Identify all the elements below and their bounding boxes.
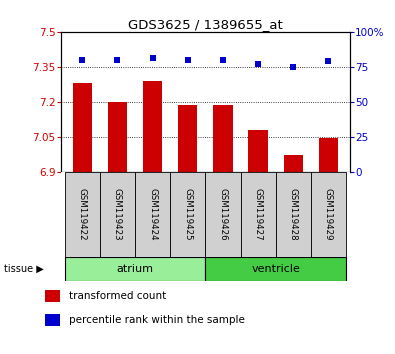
- Bar: [205, 257, 346, 281]
- Bar: [178, 105, 198, 172]
- Point: [290, 64, 297, 70]
- Bar: [311, 172, 346, 257]
- Text: percentile rank within the sample: percentile rank within the sample: [69, 315, 245, 325]
- Point: [220, 57, 226, 63]
- Bar: [45, 290, 60, 302]
- Text: GSM119422: GSM119422: [78, 188, 87, 240]
- Text: GSM119429: GSM119429: [324, 188, 333, 240]
- Bar: [284, 155, 303, 172]
- Bar: [276, 172, 311, 257]
- Bar: [248, 130, 268, 172]
- Bar: [65, 257, 205, 281]
- Text: tissue ▶: tissue ▶: [4, 264, 44, 274]
- Bar: [100, 172, 135, 257]
- Bar: [241, 172, 276, 257]
- Title: GDS3625 / 1389655_at: GDS3625 / 1389655_at: [128, 18, 283, 31]
- Text: GSM119427: GSM119427: [254, 188, 263, 240]
- Point: [149, 56, 156, 61]
- Bar: [170, 172, 205, 257]
- Bar: [213, 105, 233, 172]
- Text: transformed count: transformed count: [69, 291, 166, 301]
- Bar: [143, 81, 162, 172]
- Bar: [135, 172, 170, 257]
- Bar: [319, 138, 338, 172]
- Point: [79, 57, 85, 63]
- Point: [114, 57, 120, 63]
- Bar: [108, 102, 127, 172]
- Bar: [73, 83, 92, 172]
- Text: GSM119426: GSM119426: [218, 188, 228, 240]
- Bar: [45, 314, 60, 326]
- Bar: [205, 172, 241, 257]
- Point: [325, 58, 332, 64]
- Text: atrium: atrium: [117, 264, 154, 274]
- Text: GSM119424: GSM119424: [148, 188, 157, 240]
- Text: GSM119428: GSM119428: [289, 188, 298, 240]
- Text: ventricle: ventricle: [251, 264, 300, 274]
- Text: GSM119425: GSM119425: [183, 188, 192, 240]
- Text: GSM119423: GSM119423: [113, 188, 122, 240]
- Bar: [65, 172, 100, 257]
- Point: [184, 57, 191, 63]
- Point: [255, 61, 261, 67]
